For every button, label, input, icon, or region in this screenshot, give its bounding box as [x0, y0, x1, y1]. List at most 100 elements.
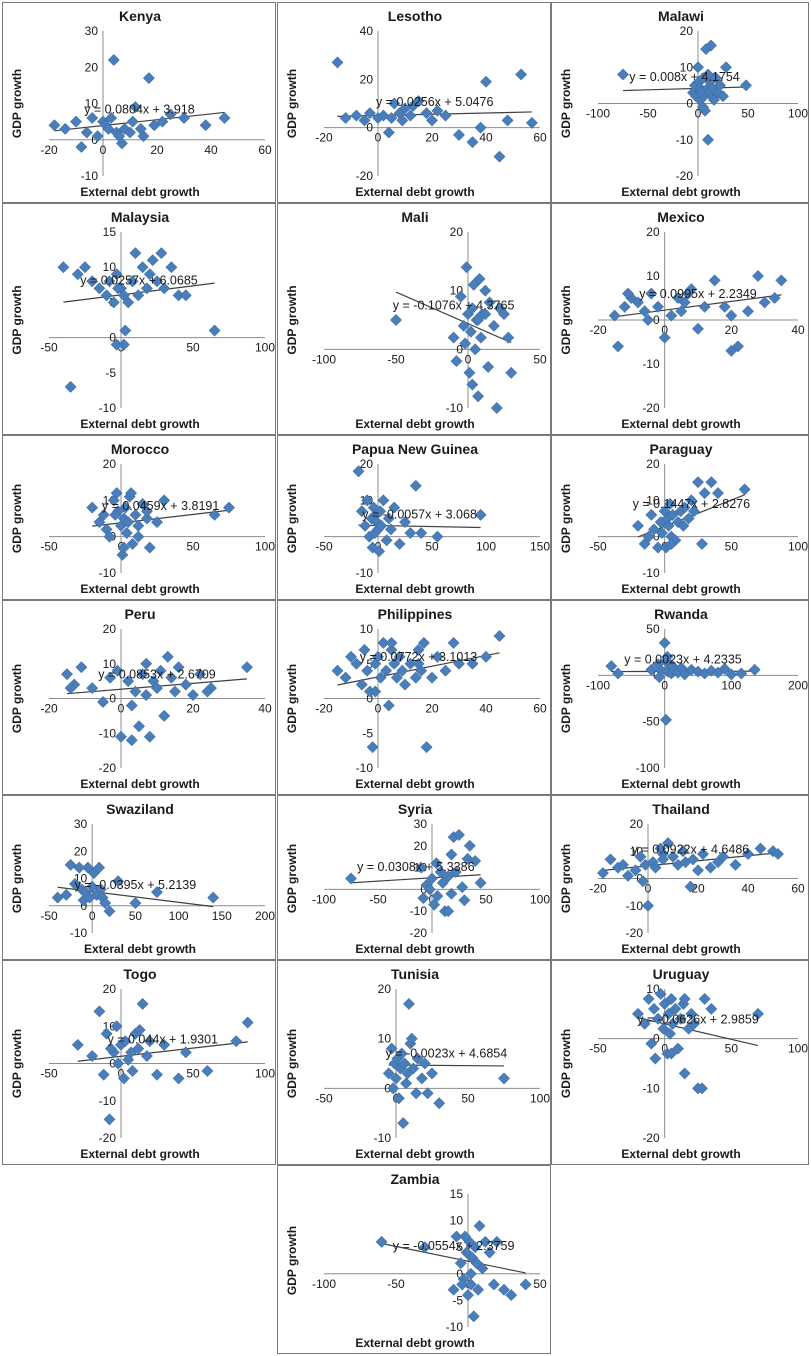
data-point — [654, 988, 667, 1000]
data-point — [126, 1065, 139, 1077]
data-point — [490, 402, 503, 414]
data-points — [597, 837, 784, 912]
data-point — [426, 671, 438, 684]
data-point — [678, 1067, 691, 1080]
data-point — [359, 519, 371, 532]
data-point — [415, 1072, 428, 1085]
x-tick-label: 20 — [425, 131, 439, 145]
data-point — [479, 284, 492, 297]
data-point — [697, 848, 709, 860]
y-axis-label: GDP growth — [10, 1029, 24, 1098]
data-point — [617, 68, 629, 81]
data-point — [695, 86, 707, 99]
trendline-equation: y = 0.0922x + 4.6486 — [632, 843, 750, 857]
x-axis-label: External debt growth — [621, 777, 740, 791]
data-point — [692, 864, 704, 877]
data-point — [420, 741, 433, 754]
data-point — [454, 1257, 467, 1270]
data-point — [392, 1092, 405, 1105]
x-tick-label: 50 — [186, 1067, 200, 1081]
x-tick-label: 0 — [118, 702, 125, 716]
data-point — [412, 95, 425, 108]
x-axis-label: External debt growth — [355, 185, 474, 199]
data-point — [355, 678, 368, 691]
data-point — [99, 897, 112, 909]
x-tick-label: -50 — [387, 1277, 405, 1291]
data-point — [409, 671, 422, 684]
data-point — [122, 675, 135, 688]
data-point — [449, 866, 462, 878]
data-point — [86, 682, 99, 694]
data-point — [143, 268, 156, 281]
data-point — [436, 876, 449, 889]
y-tick-label: 0 — [109, 331, 116, 345]
data-point — [136, 668, 149, 681]
data-point — [361, 664, 374, 677]
data-point — [664, 1027, 676, 1040]
x-axis-label: External debt growth — [355, 777, 474, 791]
x-tick-label: 0 — [645, 882, 652, 896]
y-tick-label: -10 — [676, 133, 694, 147]
x-tick-label: 40 — [258, 702, 272, 716]
data-point — [664, 498, 676, 510]
data-point — [682, 287, 694, 300]
data-point — [165, 261, 178, 274]
data-point — [447, 1283, 460, 1296]
data-point — [86, 501, 99, 514]
x-tick-label: 200 — [255, 909, 275, 923]
x-axis-label: Exteral debt growth — [84, 942, 196, 956]
trendline-equation: y = 0.044x + 1.9301 — [108, 1033, 219, 1047]
data-point — [418, 1057, 431, 1070]
data-point — [132, 289, 145, 302]
data-point — [366, 741, 379, 754]
data-point — [479, 308, 492, 321]
data-point — [410, 1087, 423, 1100]
data-point — [498, 1283, 510, 1296]
data-point — [742, 305, 754, 318]
data-point — [474, 508, 487, 521]
data-point — [674, 1012, 687, 1025]
data-point — [382, 512, 395, 525]
data-point — [151, 516, 163, 529]
data-points — [617, 39, 752, 146]
data-point — [387, 1082, 400, 1095]
x-axis-label: External debt growth — [621, 185, 740, 199]
x-tick-label: 50 — [461, 1091, 475, 1105]
x-tick-label: 0 — [661, 1042, 668, 1056]
data-point — [129, 247, 142, 260]
data-point — [133, 1024, 146, 1036]
data-point — [132, 1042, 145, 1055]
data-point — [103, 1113, 116, 1126]
data-point — [399, 678, 411, 691]
data-point — [415, 861, 428, 874]
y-tick-label: 10 — [85, 97, 99, 111]
data-point — [483, 296, 496, 309]
x-tick-label: 60 — [258, 143, 272, 157]
data-point — [64, 380, 77, 393]
x-tick-label: 20 — [150, 143, 164, 157]
y-axis-label: GDP growth — [10, 844, 24, 913]
y-tick-label: -10 — [642, 357, 660, 371]
data-point — [498, 1072, 510, 1085]
data-points — [345, 828, 487, 918]
data-point — [649, 861, 662, 874]
data-point — [201, 685, 214, 698]
data-point — [632, 296, 644, 309]
data-point — [369, 685, 382, 698]
y-tick-label: -20 — [356, 169, 374, 183]
data-point — [100, 1027, 113, 1040]
data-point — [705, 1002, 718, 1015]
y-tick-label: 20 — [103, 982, 117, 996]
y-tick-label: -100 — [636, 761, 660, 775]
data-point — [158, 1038, 171, 1051]
data-point — [457, 319, 470, 332]
data-point — [608, 309, 621, 322]
data-point — [645, 1037, 658, 1050]
data-point — [140, 657, 153, 670]
data-point — [426, 872, 438, 885]
x-tick-label: 50 — [129, 909, 143, 923]
x-tick-label: -20 — [40, 143, 58, 157]
data-point — [460, 261, 473, 274]
